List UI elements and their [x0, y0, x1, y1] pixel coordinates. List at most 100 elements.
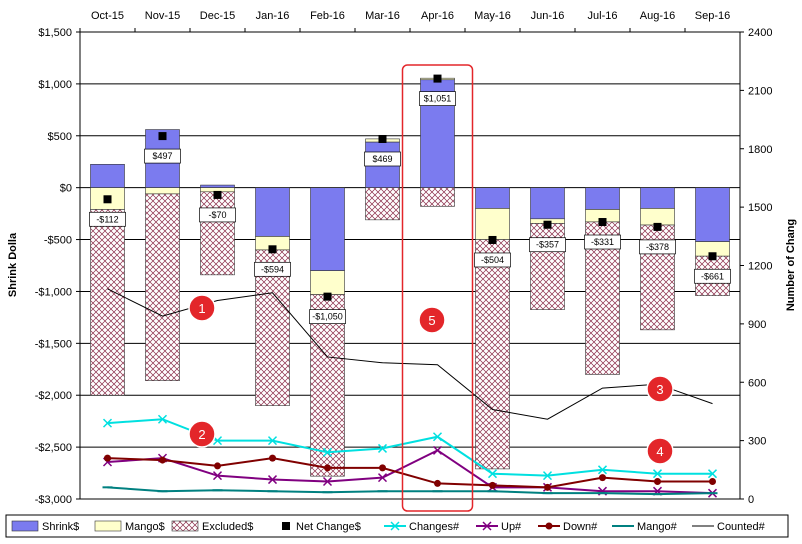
legend-swatch [94, 520, 122, 532]
right-tick-label: 600 [748, 377, 766, 389]
net-change-label: -$1,050 [312, 312, 343, 322]
marker-up [267, 475, 278, 485]
callout-badge [646, 375, 674, 403]
callout-badge [646, 437, 674, 465]
net-change-marker [268, 245, 277, 254]
marker-stroke [212, 471, 223, 481]
bar-excluded [90, 209, 125, 396]
net-change-label-box [529, 237, 566, 253]
legend-label: Down# [563, 521, 598, 533]
highlight-box [401, 64, 474, 512]
category-label: Apr-16 [421, 10, 454, 22]
marker-changes [267, 436, 278, 446]
net-change-marker [103, 195, 112, 204]
net-change-marker [653, 222, 662, 231]
net-change-label-box [364, 151, 401, 167]
category-label: Mar-16 [365, 10, 400, 22]
bar-shrink [530, 187, 565, 220]
marker-down [324, 464, 331, 472]
legend-swatch [171, 520, 199, 532]
marker-down [654, 477, 661, 485]
right-tick-label: 2400 [748, 27, 772, 39]
marker-up [432, 445, 443, 455]
net-change-label-box [254, 261, 291, 277]
net-change-marker [433, 74, 442, 83]
category-label: Jan-16 [256, 10, 290, 22]
legend-swatch [11, 520, 39, 532]
net-change-label-box [474, 252, 511, 268]
net-change-marker [598, 218, 607, 227]
callouts: 1 2 3 4 5 [188, 294, 674, 465]
marker-up [322, 476, 333, 487]
marker-down [159, 456, 166, 464]
left-tick-label: -$2,000 [35, 390, 72, 402]
bar-excluded [310, 294, 345, 477]
marker-stroke [597, 465, 608, 475]
left-axis-ticks: $1,500 $1,000 $500 $0 -$500 -$1,000 -$1,500 -$2… [35, 27, 80, 506]
callout-badge [188, 420, 216, 448]
marker-down [104, 454, 111, 462]
left-tick-label: -$500 [44, 235, 72, 247]
marker-stroke [267, 436, 278, 446]
net-change-label-box [309, 309, 346, 324]
right-tick-label: 300 [748, 436, 766, 448]
bar-shrink [585, 187, 620, 210]
marker-stroke [432, 432, 443, 442]
marker-down [379, 464, 386, 472]
marker-stroke [542, 471, 553, 481]
plot-frame [79, 31, 741, 500]
right-tick-label: 900 [748, 319, 766, 331]
bar-shrink [695, 187, 730, 242]
net-change-label: -$357 [536, 240, 559, 250]
legend-label: Counted# [717, 521, 766, 533]
legend-label: Mango# [637, 521, 678, 533]
bar-mango [145, 187, 180, 195]
marker-stroke [102, 418, 113, 428]
marker-changes [542, 471, 553, 481]
net-change-marker [708, 252, 717, 261]
net-change-label-box [144, 148, 181, 164]
legend-label: Mango$ [125, 521, 165, 533]
net-change-label-box [694, 268, 731, 284]
category-label: Dec-15 [200, 10, 235, 22]
legend-label: Excluded$ [202, 521, 253, 533]
net-change-label: -$378 [646, 242, 669, 252]
y-axis-title: Shrink Dolla [7, 232, 19, 297]
marker-stroke [707, 469, 718, 479]
marker-stroke [432, 445, 443, 455]
marker-up [377, 473, 388, 483]
marker-down [599, 474, 606, 482]
net-change-label: $1,051 [424, 94, 452, 104]
legend-marker [482, 521, 492, 531]
net-change-marker [543, 220, 552, 229]
net-change-label-box [89, 211, 126, 227]
line-up [107, 449, 713, 495]
net-change-labels: -$112 $497 -$70 -$594 -$1,050 $469 $1,051 -$504… [89, 91, 731, 324]
marker-stroke [322, 447, 333, 457]
right-tick-label: 2100 [748, 85, 772, 97]
right-tick-label: 0 [748, 494, 754, 506]
marker-changes [707, 469, 718, 479]
legend-item: Net Change$ [282, 521, 361, 533]
callout-badge [188, 294, 216, 322]
bar-shrink [255, 187, 290, 237]
right-tick-label: 1500 [748, 202, 772, 214]
right-tick-label: 1800 [748, 144, 772, 156]
category-label: Feb-16 [310, 10, 345, 22]
legend-label: Shrink$ [42, 521, 79, 533]
net-change-label: -$70 [208, 210, 226, 220]
net-change-marker [323, 292, 332, 301]
marker-changes [377, 443, 388, 453]
legend-label: Changes# [409, 521, 460, 533]
marker-down [709, 477, 716, 485]
marker-changes [102, 418, 113, 428]
marker-changes [597, 465, 608, 475]
bar-mango [475, 208, 510, 240]
legend-item: Mango$ [94, 520, 165, 533]
category-label: Jul-16 [588, 10, 618, 22]
right-axis-ticks: 2400 2100 1800 1500 1200 900 600 300 0 [740, 27, 772, 506]
marker-stroke [157, 414, 168, 424]
net-change-label-box [199, 207, 236, 223]
left-tick-label: -$1,500 [35, 338, 72, 350]
